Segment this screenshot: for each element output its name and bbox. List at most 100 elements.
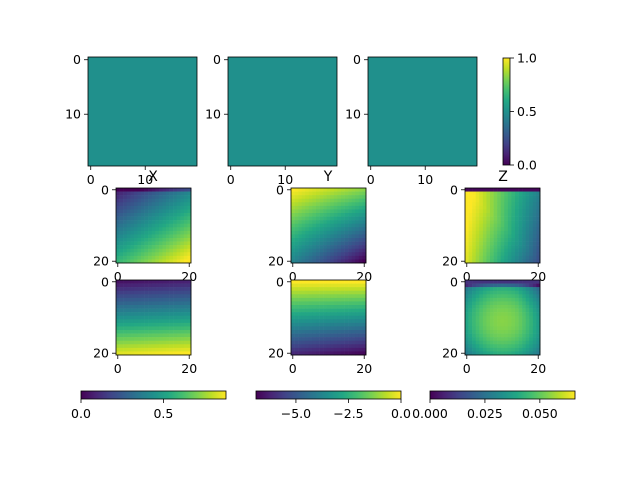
heatmap-cell <box>529 234 534 239</box>
heatmap-cell <box>337 255 342 260</box>
heatmap-cell <box>358 297 363 302</box>
heatmap-cell <box>158 347 163 352</box>
heatmap-cell <box>515 287 519 292</box>
heatmap-cell <box>298 322 303 327</box>
heatmap-cell <box>166 227 170 232</box>
heatmap-cell <box>515 297 519 302</box>
heatmap-cell <box>465 205 469 210</box>
heatmap-cell <box>294 347 299 352</box>
heatmap-cell <box>294 287 299 292</box>
heatmap-cell <box>151 297 156 302</box>
heatmap-cell <box>362 230 367 235</box>
heatmap-cell <box>148 238 153 242</box>
heatmap-cell <box>187 330 192 334</box>
heatmap-cell <box>305 255 310 260</box>
heatmap-cell <box>341 305 345 309</box>
heatmap-cell <box>308 305 313 309</box>
heatmap-cell <box>518 259 523 264</box>
heatmap-cell <box>472 319 477 324</box>
heatmap-cell <box>341 252 345 257</box>
heatmap-cell <box>169 188 174 192</box>
heatmap-cell <box>155 347 160 352</box>
heatmap-cell <box>141 290 145 295</box>
heatmap-cell <box>532 198 537 203</box>
heatmap-cell <box>130 198 135 203</box>
heatmap-cell <box>166 340 170 345</box>
heatmap-panel-2 <box>291 188 367 264</box>
heatmap-cell <box>162 312 167 317</box>
heatmap-cell <box>341 301 345 306</box>
heatmap-cell <box>141 209 145 214</box>
heatmap-cell <box>126 308 131 313</box>
heatmap-cell <box>316 202 320 207</box>
heatmap-cell <box>176 252 181 257</box>
heatmap-cell <box>176 241 181 246</box>
heatmap-cell <box>323 340 328 345</box>
heatmap-cell <box>355 248 360 253</box>
heatmap-cell <box>358 312 363 317</box>
heatmap-cell <box>504 220 509 225</box>
heatmap-cell <box>144 195 149 200</box>
heatmap-cell <box>319 290 324 295</box>
heatmap-cell <box>522 220 527 225</box>
heatmap-cell <box>529 227 534 232</box>
heatmap-cell <box>155 223 160 228</box>
heatmap-cell <box>298 195 303 200</box>
heatmap-cell <box>319 351 324 356</box>
heatmap-cell <box>133 234 138 239</box>
heatmap-cell <box>326 209 331 214</box>
heatmap-cell <box>151 238 156 242</box>
heatmap-cell <box>344 315 349 320</box>
heatmap-cell <box>151 241 156 246</box>
heatmap-cell <box>479 330 484 334</box>
heatmap-cell <box>173 259 178 264</box>
heatmap-cell <box>490 305 494 309</box>
heatmap-cell <box>532 191 537 196</box>
heatmap-cell <box>173 230 178 235</box>
heatmap-cell <box>355 297 360 302</box>
heatmap-cell <box>116 223 120 228</box>
heatmap-cell <box>123 198 128 203</box>
heatmap-cell <box>137 205 142 210</box>
heatmap-cell <box>176 301 181 306</box>
heatmap-cell <box>166 202 170 207</box>
heatmap-cell <box>344 347 349 352</box>
heatmap-cell <box>362 216 367 221</box>
heatmap-cell <box>162 191 167 196</box>
heatmap-cell <box>337 283 342 288</box>
heatmap-cell <box>500 347 505 352</box>
heatmap-cell <box>355 191 360 196</box>
heatmap-cell <box>312 209 317 214</box>
heatmap-cell <box>316 209 320 214</box>
heatmap-cell <box>333 294 338 299</box>
heatmap-cell <box>507 351 512 356</box>
heatmap-cell <box>291 305 295 309</box>
heatmap-cell <box>500 280 505 284</box>
top-panel-1-frame <box>87 56 198 167</box>
heatmap-cell <box>130 259 135 264</box>
heatmap-cell <box>472 216 477 221</box>
heatmap-cell <box>486 241 491 246</box>
heatmap-cell <box>522 305 527 309</box>
heatmap-cell <box>522 340 527 345</box>
heatmap-cell <box>358 213 363 217</box>
heatmap-cell <box>141 340 145 345</box>
heatmap-cell <box>173 312 178 317</box>
heatmap-cell <box>169 245 174 250</box>
heatmap-cell <box>529 191 534 196</box>
heatmap-cell <box>155 287 160 292</box>
heatmap-cell <box>130 351 135 356</box>
heatmap-cell <box>301 337 306 342</box>
heatmap-cell <box>468 223 473 228</box>
heatmap-cell <box>126 287 131 292</box>
heatmap-cell <box>497 305 502 309</box>
heatmap-cell <box>291 319 295 324</box>
heatmap-cell <box>137 252 142 257</box>
heatmap-cell <box>511 290 516 295</box>
heatmap-cell <box>173 294 178 299</box>
heatmap-cell <box>536 280 541 284</box>
heatmap-cell <box>536 241 541 246</box>
heatmap-cell <box>155 351 160 356</box>
heatmap-cell <box>493 351 498 356</box>
heatmap-cell <box>482 213 487 217</box>
